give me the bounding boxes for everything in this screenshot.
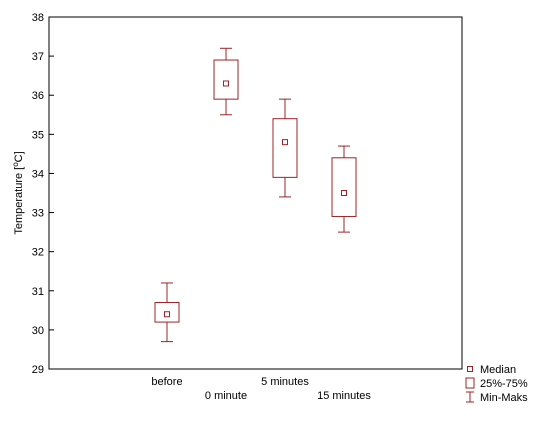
box-4 [331,145,357,233]
box-2 [213,47,239,116]
x-category-label: 5 minutes [261,376,309,388]
y-tick-label: 32 [32,247,44,259]
legend-item-box: 25%-75% [465,377,528,390]
y-tick-label: 33 [32,208,44,220]
y-tick-label: 35 [32,129,44,141]
median-marker [223,80,229,87]
iqr-box [272,118,298,178]
y-axis-label-tail: C] [13,151,25,162]
y-axis: 29 30 31 32 33 34 35 36 37 38 [32,12,54,376]
median-marker [164,311,170,318]
x-axis-labels: before 0 minute 5 minutes 15 minutes [151,376,371,402]
legend-label: Min-Maks [480,392,528,404]
y-tick-label: 36 [32,90,44,102]
y-axis-label: Temperature [oC] [11,151,25,234]
x-category-label: before [151,376,182,388]
median-marker [341,190,347,196]
y-tick-label: 38 [32,12,44,24]
x-category-label: 0 minute [205,390,247,402]
y-tick-label: 31 [32,286,44,298]
legend-box-swatch [465,377,475,389]
box-3 [272,98,298,198]
iqr-box [331,157,357,217]
legend-item-median: Median [467,364,516,376]
y-tick-label: 34 [32,168,44,180]
legend: Median 25%-75% Min-Maks [465,364,528,404]
legend-median-swatch [467,366,473,372]
y-axis-label-superscript: o [11,162,20,167]
box-1 [154,282,180,343]
x-category-label: 15 minutes [317,390,371,402]
y-axis-label-main: Temperature [ [13,167,25,235]
box-series [154,47,357,343]
iqr-box [213,59,239,100]
legend-item-whisker: Min-Maks [466,391,528,404]
legend-label: Median [480,364,516,376]
y-tick-label: 30 [32,325,44,337]
y-tick-label: 29 [32,364,44,376]
legend-label: 25%-75% [480,378,528,390]
median-marker [282,139,288,146]
y-tick-label: 37 [32,51,44,63]
plot-area-frame [48,16,463,370]
